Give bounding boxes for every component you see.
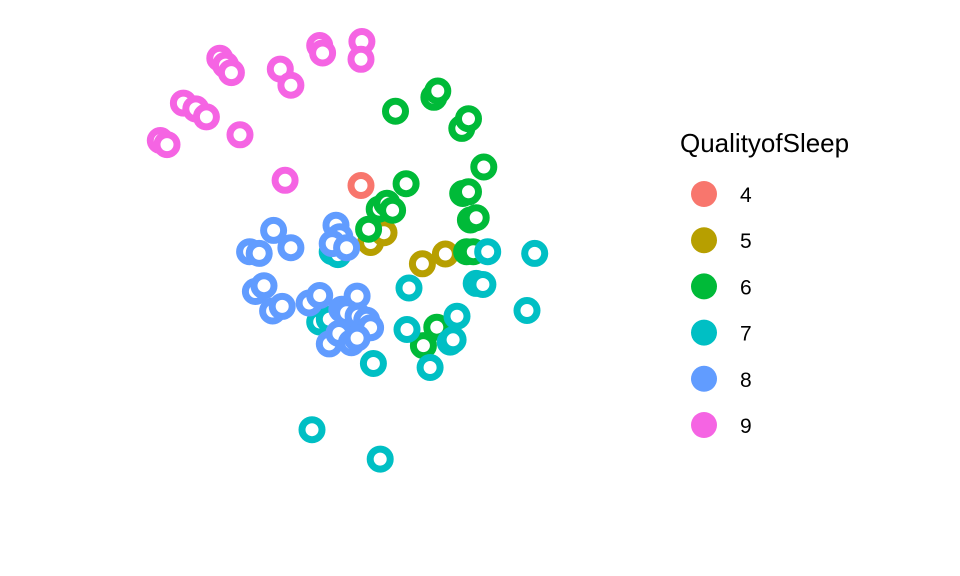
point-7-10 <box>393 316 421 343</box>
series-8 <box>236 211 385 358</box>
point-7-14 <box>366 445 394 473</box>
legend-key-7 <box>691 319 717 346</box>
point-8-3 <box>245 239 273 267</box>
series-4 <box>347 172 375 199</box>
point-6-7 <box>392 170 420 198</box>
point-5-3 <box>408 250 436 278</box>
point-9-15 <box>226 121 254 149</box>
point-8-24 <box>343 324 371 352</box>
legend-items: 4 5 6 7 8 9 <box>691 181 752 438</box>
point-4-1 <box>347 172 375 199</box>
legend-key-5 <box>691 227 717 254</box>
point-7-7 <box>443 302 471 330</box>
point-9-16 <box>271 166 299 194</box>
point-6-3 <box>424 77 452 105</box>
point-7-13 <box>298 416 326 444</box>
legend-label-6: 6 <box>740 276 752 299</box>
legend-key-8 <box>691 365 717 392</box>
point-7-1 <box>474 238 502 266</box>
point-5-4 <box>431 240 459 268</box>
point-7-6 <box>395 274 423 302</box>
point-8-4 <box>277 234 305 262</box>
point-6-5 <box>455 105 482 133</box>
point-6-11 <box>355 215 383 243</box>
legend-label-7: 7 <box>740 323 752 346</box>
point-8-1 <box>260 216 288 244</box>
legend-key-6 <box>691 273 717 300</box>
point-7-4 <box>469 271 497 298</box>
point-9-7 <box>309 39 337 67</box>
series-9 <box>146 28 376 194</box>
point-9-12 <box>192 103 220 131</box>
legend-label-8: 8 <box>740 369 752 392</box>
point-6-19 <box>409 332 437 360</box>
point-7-11 <box>416 354 444 381</box>
point-6-1 <box>382 97 409 125</box>
point-9-9 <box>347 45 375 73</box>
legend-label-4: 4 <box>740 184 752 207</box>
point-8-12 <box>333 234 361 262</box>
series-6 <box>355 77 498 360</box>
legend-label-9: 9 <box>740 415 752 438</box>
point-9-14 <box>153 131 181 159</box>
point-8-15 <box>306 282 334 309</box>
point-7-12 <box>359 350 387 377</box>
legend-key-9 <box>691 412 717 438</box>
legend-label-5: 5 <box>740 230 752 253</box>
point-9-3 <box>217 59 245 87</box>
point-9-5 <box>277 71 305 99</box>
point-8-8 <box>268 292 296 320</box>
points-layer <box>146 28 549 473</box>
legend-key-4 <box>691 181 717 207</box>
point-7-9 <box>439 326 467 354</box>
point-7-5 <box>513 297 541 324</box>
point-7-2 <box>521 239 549 267</box>
point-6-13 <box>455 178 482 206</box>
point-6-6 <box>470 153 498 181</box>
point-6-15 <box>462 204 490 232</box>
point-6-10 <box>379 196 407 224</box>
legend: QualityofSleep 4 5 6 7 8 9 <box>680 128 849 438</box>
legend-title: QualityofSleep <box>680 128 849 158</box>
point-8-6 <box>250 272 278 300</box>
